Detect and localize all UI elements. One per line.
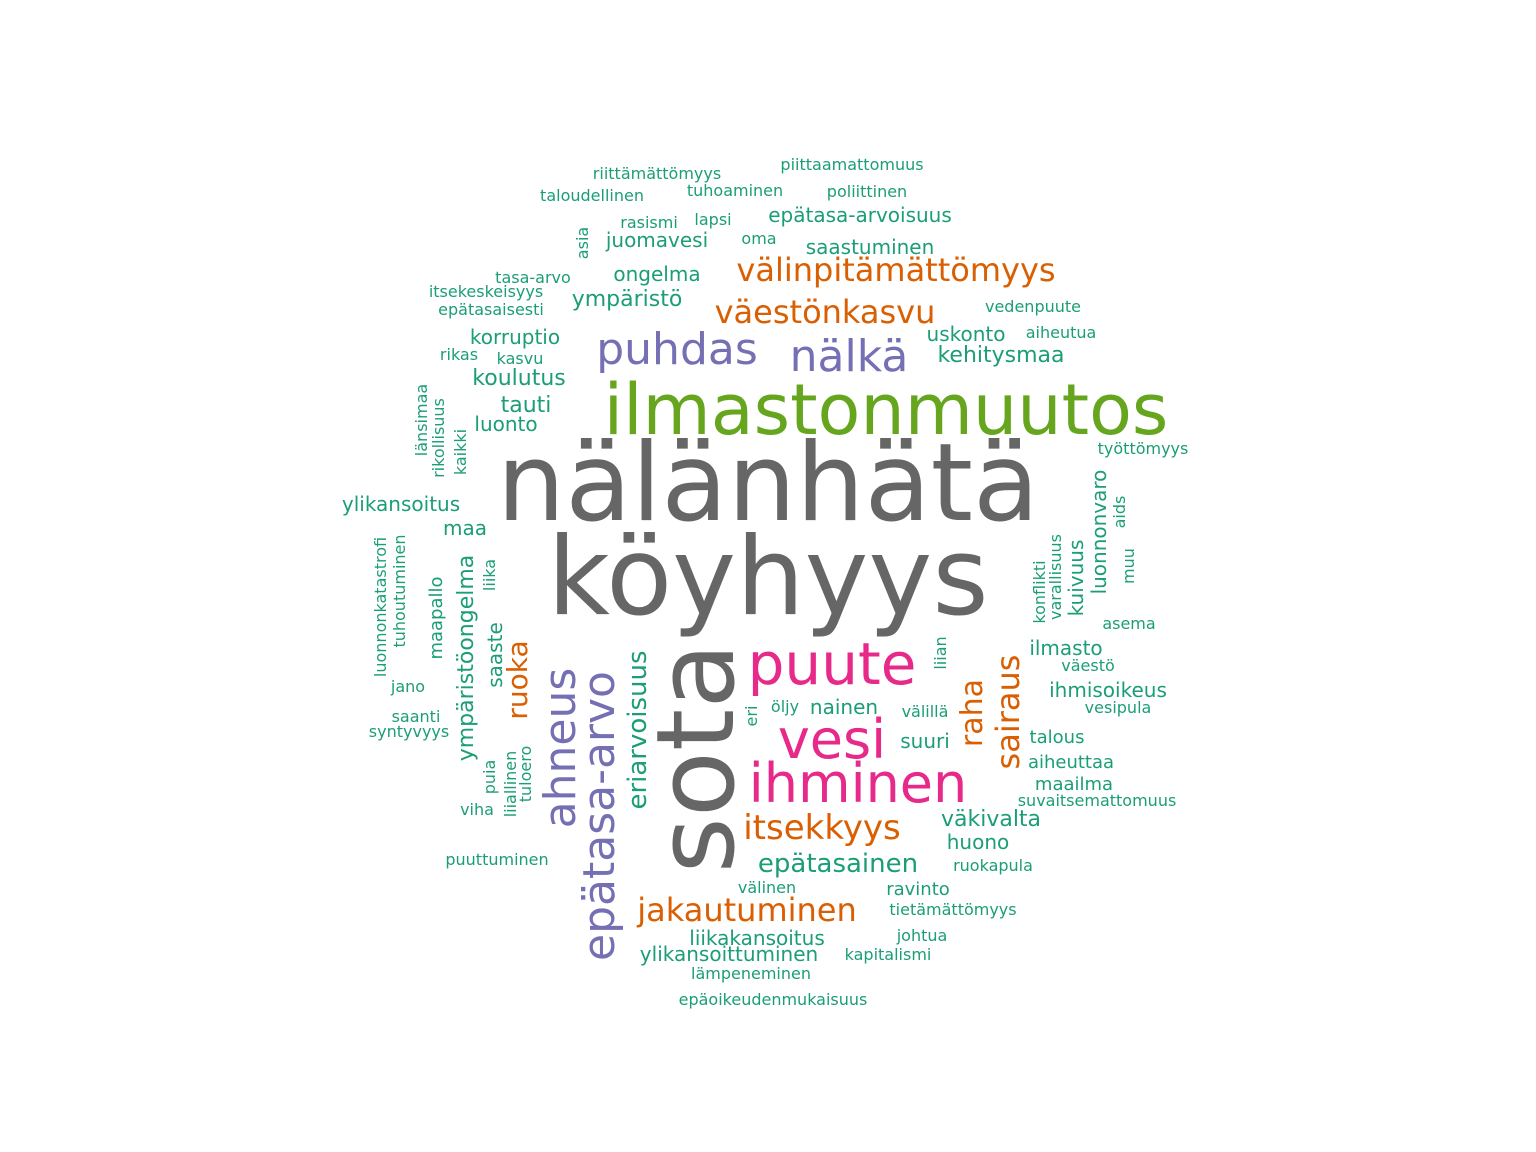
word-korruptio: korruptio — [469, 325, 561, 349]
word-puuttuminen: puuttuminen — [445, 850, 549, 869]
word-rikas: rikas — [439, 345, 479, 364]
word-ihmisoikeus: ihmisoikeus — [1049, 678, 1167, 702]
word-ilmasto: ilmasto — [1029, 636, 1103, 660]
word-rikollisuus: rikollisuus — [429, 398, 448, 478]
word-saaste: saaste — [483, 622, 507, 688]
word-kapitalismi: kapitalismi — [844, 945, 932, 964]
word-nainen: nainen — [809, 695, 879, 719]
word-koyhyys: köyhyys — [547, 515, 989, 640]
word-ruokapula: ruokapula — [953, 856, 1033, 875]
word-ihminen: ihminen — [748, 752, 968, 815]
word-vesi: vesi — [777, 708, 887, 771]
word-poliittinen: poliittinen — [826, 182, 908, 201]
word-kehitysmaa: kehitysmaa — [937, 343, 1065, 368]
word-epatasaisesti: epätasaisesti — [438, 300, 544, 319]
word-jakautuminen: jakautuminen — [637, 891, 857, 929]
word-lapsi: lapsi — [694, 210, 732, 229]
word-suuri: suuri — [900, 729, 950, 753]
word-valinpitamattomyys: välinpitämättömyys — [736, 251, 1056, 289]
word-itsekkyys: itsekkyys — [743, 808, 901, 848]
word-saanti: saanti — [391, 707, 441, 726]
word-ahneus: ahneus — [535, 667, 586, 829]
word-maailma: maailma — [1034, 774, 1114, 795]
word-maapallo: maapallo — [426, 576, 447, 660]
word-asema: asema — [1102, 614, 1156, 633]
word-lansimaa: länsimaa — [412, 383, 431, 457]
word-vakivalta: väkivalta — [940, 807, 1042, 832]
word-juomavesi: juomavesi — [605, 228, 709, 252]
word-ruoka: ruoka — [501, 640, 534, 720]
word-vaesto: väestö — [1061, 656, 1115, 675]
word-ylikansoitus: ylikansoitus — [341, 492, 461, 516]
word-nalka: nälkä — [789, 331, 909, 382]
word-suvaitsemattomuus: suvaitsemattomuus — [1017, 791, 1177, 810]
word-riittamattomyys: riittämättömyys — [592, 164, 722, 183]
word-viha: viha — [460, 800, 494, 819]
word-jano: jano — [390, 677, 426, 696]
word-muu: muu — [1119, 548, 1138, 584]
word-ilmastonmuutos: ilmastonmuutos — [603, 369, 1169, 451]
word-koulutus: koulutus — [472, 366, 566, 391]
word-aiheutua: aiheutua — [1025, 323, 1097, 342]
word-rasismi: rasismi — [620, 213, 678, 232]
word-nalanhata: nälänhätä — [496, 421, 1040, 546]
word-tasa-arvo: tasa-arvo — [495, 268, 571, 287]
word-valinen: välinen — [737, 878, 797, 897]
word-raha: raha — [955, 678, 990, 748]
word-kuivuus: kuivuus — [1064, 539, 1088, 617]
word-eri: eri — [742, 705, 761, 727]
word-luonto: luonto — [474, 412, 538, 436]
word-varallisuus: varallisuus — [1046, 534, 1065, 620]
word-konflikti: konflikti — [1030, 560, 1049, 624]
word-johtua: johtua — [896, 926, 948, 945]
word-liika: liika — [480, 558, 499, 592]
word-eriarvoisuus: eriarvoisuus — [623, 650, 653, 810]
word-piittaamattomuus: piittaamattomuus — [780, 155, 924, 174]
word-puia: puia — [480, 759, 499, 795]
word-tyottomyys: työttömyys — [1097, 439, 1189, 458]
word-puhdas: puhdas — [596, 324, 758, 375]
word-itsekeskeisyys: itsekeskeisyys — [428, 282, 544, 301]
word-aiheuttaa: aiheuttaa — [1027, 752, 1115, 773]
word-oma: oma — [741, 229, 777, 248]
word-sota: sota — [634, 642, 759, 874]
word-luonnonvaro: luonnonvaro — [1087, 469, 1111, 595]
word-talous: talous — [1029, 727, 1085, 748]
word-saastuminen: saastuminen — [805, 235, 935, 259]
word-luonnonkatastrofi: luonnonkatastrofi — [371, 536, 390, 678]
word-epatasainen: epätasainen — [757, 849, 919, 879]
word-ravinto: ravinto — [886, 879, 950, 900]
word-ymparisto: ympäristö — [571, 287, 683, 312]
word-maa: maa — [443, 516, 487, 540]
word-asia: asia — [573, 226, 592, 260]
word-puute: puute — [747, 630, 917, 698]
word-oljy: öljy — [770, 697, 800, 716]
word-ymparistoongelma: ympäristöongelma — [454, 554, 479, 762]
word-ongelma: ongelma — [613, 262, 701, 286]
word-liikakansoitus: liikakansoitus — [689, 926, 825, 950]
word-vesipula: vesipula — [1084, 698, 1152, 717]
word-epaoikeudenmukaisuus: epäoikeudenmukaisuus — [678, 990, 868, 1009]
word-kasvu: kasvu — [496, 349, 544, 368]
word-tuloero: tuloero — [516, 745, 535, 803]
word-uskonto: uskonto — [926, 322, 1006, 346]
word-tietamattomyys: tietämättömyys — [889, 900, 1017, 919]
word-ylikansoittuminen: ylikansoittuminen — [639, 942, 819, 966]
word-liian: liian — [931, 636, 950, 670]
word-tuhoutuminen: tuhoutuminen — [390, 534, 409, 648]
word-tauti: tauti — [500, 393, 552, 418]
word-huono: huono — [946, 830, 1010, 854]
word-syntyvyys: syntyvyys — [368, 722, 450, 741]
word-taloudellinen: taloudellinen — [540, 186, 644, 205]
word-vaestonkasvu: väestönkasvu — [714, 293, 936, 331]
word-sairaus: sairaus — [989, 654, 1027, 770]
word-tuhoaminen: tuhoaminen — [686, 181, 784, 200]
word-kaikki: kaikki — [451, 428, 470, 476]
word-aids: aids — [1110, 495, 1129, 529]
word-vedenpuute: vedenpuute — [984, 297, 1082, 316]
word-epatasa-arvoisuus: epätasa-arvoisuus — [768, 203, 952, 227]
word-valilla: välillä — [901, 702, 949, 721]
word-lampeneminen: lämpeneminen — [691, 964, 811, 983]
